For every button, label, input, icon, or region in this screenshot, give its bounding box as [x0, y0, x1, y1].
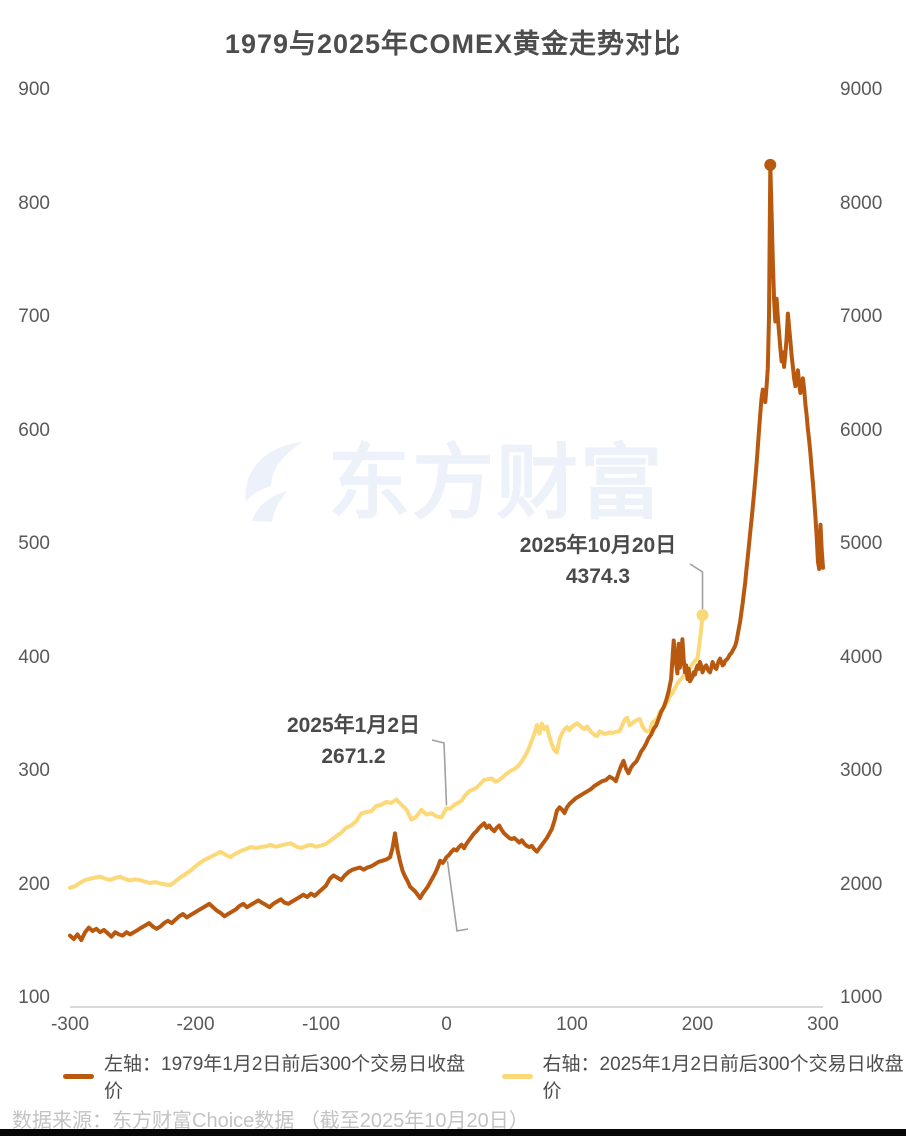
annotation-value: 4374.3: [565, 564, 631, 588]
annotation-date: 1979年1月2日: [489, 900, 623, 924]
yl-axis-tick: 300: [18, 760, 50, 781]
x-axis-tick: -100: [301, 1014, 341, 1035]
x-axis-tick: -300: [50, 1014, 90, 1035]
legend-swatch-1979: [63, 1073, 94, 1079]
annotation-value: 834.0: [647, 168, 701, 192]
legend-item-1979: 左轴：1979年1月2日前后300个交易日收盘价: [63, 1049, 468, 1103]
watermark-text: 东方财富: [328, 437, 665, 529]
x-axis-tick: 100: [556, 1014, 588, 1035]
annotation-date: 2025年1月2日: [286, 714, 421, 738]
annotation-date: 1980年1月21日: [601, 138, 747, 162]
yr-axis-tick: 1000: [840, 987, 883, 1008]
data-source-note: 数据来源：东方财富Choice数据 （截至2025年10月20日）: [12, 1110, 529, 1132]
yl-axis-tick: 700: [18, 306, 50, 327]
legend-swatch-2025: [501, 1073, 533, 1079]
connector-1979-start: [446, 861, 469, 932]
connector-2025-start: [431, 739, 448, 806]
legend-item-2025: 右轴：2025年1月2日前后300个交易日收盘价: [501, 1049, 906, 1103]
yr-axis-tick: 8000: [840, 192, 883, 214]
series-2025-line: [68, 613, 705, 890]
annotation-2025-latest: 2025年10月20日 4374.3: [505, 522, 691, 600]
annotation-value: 224.1: [529, 930, 583, 954]
yl-axis-tick: 200: [18, 873, 50, 895]
legend-label-1979: 左轴：1979年1月2日前后300个交易日收盘价: [104, 1054, 466, 1102]
x-axis-tick: 0: [441, 1014, 452, 1035]
annotation-1980-peak: 1980年1月21日 834.0: [585, 125, 763, 205]
annotation-value: 2671.2: [321, 744, 386, 768]
x-axis-tick: 300: [807, 1014, 839, 1035]
yl-axis-tick: 900: [18, 79, 50, 100]
marker-1980-peak: [764, 158, 777, 171]
yl-axis-tick: 800: [18, 192, 50, 214]
marker-2025-latest: [696, 609, 709, 622]
bottom-bar: [0, 1129, 906, 1136]
annotation-date: 2025年10月20日: [519, 534, 677, 558]
yl-axis-tick: 500: [18, 533, 50, 554]
legend-label-2025: 右轴：2025年1月2日前后300个交易日收盘价: [542, 1054, 904, 1102]
yr-axis-tick: 2000: [840, 873, 883, 895]
legend: 左轴：1979年1月2日前后300个交易日收盘价 右轴：2025年1月2日前后3…: [63, 1049, 906, 1103]
yr-axis-tick: 9000: [840, 79, 883, 100]
watermark: 东方财富: [238, 440, 664, 527]
yl-axis-tick: 600: [18, 419, 50, 441]
yr-axis-tick: 6000: [840, 419, 883, 441]
x-axis-tick: -200: [176, 1014, 215, 1035]
yr-axis-tick: 4000: [840, 646, 883, 668]
eastmoney-logo-icon: [238, 440, 314, 527]
x-axis-tick: 200: [681, 1014, 714, 1035]
annotation-1979-start: 1979年1月2日 224.1: [468, 887, 644, 967]
connector-2025-end: [689, 563, 704, 610]
yl-axis-tick: 400: [18, 646, 50, 668]
series-1979-line: [68, 162, 825, 943]
yr-axis-tick: 7000: [840, 306, 883, 327]
yr-axis-tick: 5000: [840, 533, 883, 554]
yr-axis-tick: 3000: [840, 760, 883, 781]
annotation-2025-start: 2025年1月2日 2671.2: [275, 702, 432, 780]
yl-axis-tick: 100: [18, 987, 50, 1008]
chart-title: 1979与2025年COMEX黄金走势对比: [224, 29, 682, 59]
